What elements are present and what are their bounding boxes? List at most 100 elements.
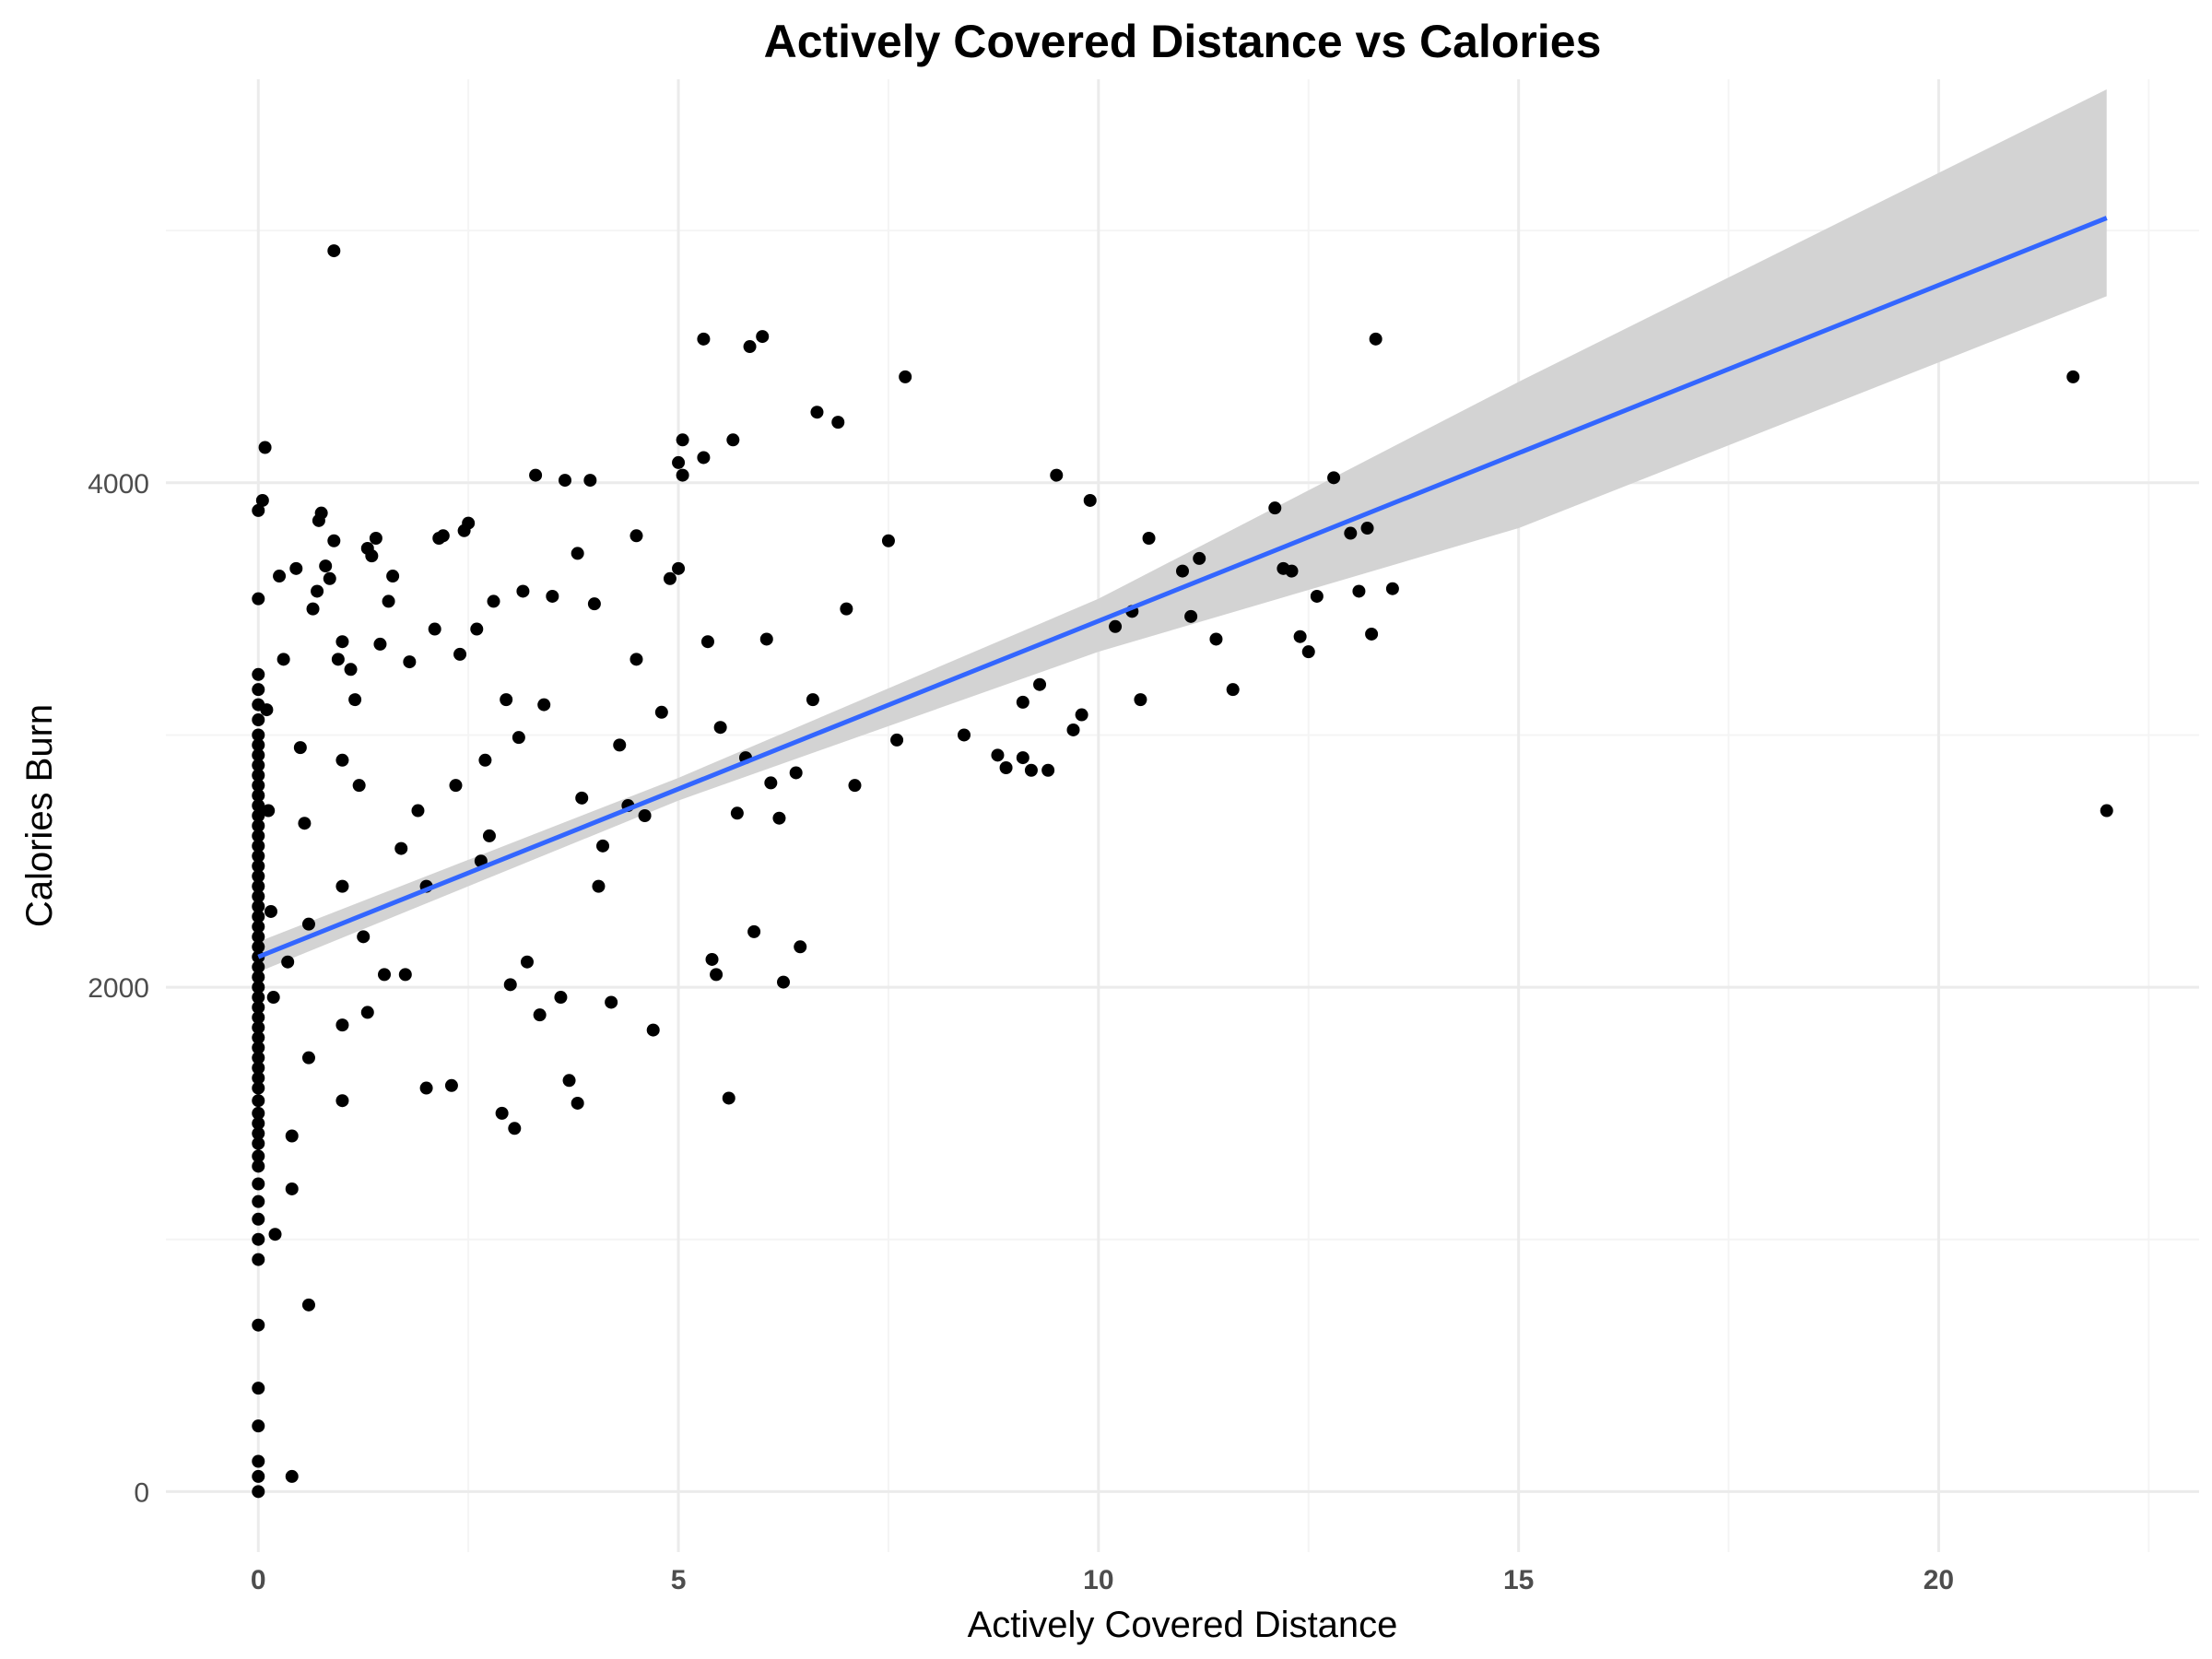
data-point [1024,763,1038,777]
data-point [273,570,287,583]
data-point [298,817,312,830]
data-point [672,455,686,469]
data-point [794,940,807,954]
data-point [436,529,450,543]
data-point [252,1106,265,1120]
data-point [306,602,320,616]
data-point [252,849,265,863]
data-point [957,728,971,742]
data-point [252,789,265,803]
data-point [1050,468,1064,482]
data-point [252,1010,265,1024]
data-point [344,663,358,677]
data-point [1176,564,1189,578]
data-point [899,370,912,383]
data-point [293,741,307,755]
data-point [252,940,265,954]
data-point [285,1469,299,1483]
data-point [482,829,496,842]
data-point [252,879,265,893]
data-point [1066,723,1080,736]
data-point [252,1061,265,1075]
data-point [252,683,265,697]
data-point [546,589,559,603]
data-point [453,647,467,661]
data-point [470,622,484,636]
data-point [252,1212,265,1226]
data-point [1184,609,1198,623]
data-point [289,561,303,575]
data-point [252,779,265,793]
data-point [500,693,513,707]
data-point [2066,370,2080,383]
data-point [252,1318,265,1332]
data-point [529,468,543,482]
data-point [537,698,551,712]
data-point [268,1228,282,1241]
data-point [252,859,265,873]
data-point [1193,551,1206,565]
data-point [252,869,265,883]
data-point [558,474,571,488]
data-point [360,1006,374,1019]
data-point [710,968,724,982]
data-point [1352,584,1366,598]
data-point [759,632,773,646]
data-point [252,1126,265,1140]
data-point [1327,471,1341,485]
data-point [747,924,761,938]
data-point [394,841,408,855]
data-point [676,433,689,447]
data-point [252,1177,265,1191]
data-point [1369,332,1382,346]
data-point [386,570,400,583]
data-point [252,1469,265,1483]
data-point [252,971,265,984]
y-tick-labels: 0 2000 4000 [88,469,149,1509]
data-point [252,1159,265,1173]
data-point [697,451,711,465]
data-point [281,955,295,969]
data-point [369,532,382,546]
data-point [255,493,269,507]
data-point [252,1020,265,1034]
data-point [1134,693,1147,707]
data-point [252,1194,265,1208]
data-point [252,1419,265,1433]
x-tick-label: 0 [251,1565,266,1595]
data-point [478,753,492,767]
data-point [252,713,265,727]
data-point [266,991,280,1005]
data-point [831,416,845,429]
data-point [252,818,265,832]
data-point [462,516,476,530]
data-point [252,1253,265,1266]
data-point [252,1485,265,1499]
data-point [252,1000,265,1014]
data-point [596,839,610,853]
data-point [1016,751,1030,765]
x-tick-label: 5 [671,1565,687,1595]
data-point [252,889,265,903]
data-point [252,667,265,681]
data-point [258,441,272,454]
data-point [331,653,345,666]
data-point [252,592,265,606]
chart-title: Actively Covered Distance vs Calories [764,16,1602,67]
data-point [252,1116,265,1130]
data-point [676,468,689,482]
data-point [419,1081,433,1095]
data-point [1226,683,1240,697]
data-point [697,332,711,346]
data-point [264,904,277,918]
data-point [1285,564,1299,578]
data-point [1360,522,1374,535]
data-point [1075,708,1088,722]
data-point [373,637,387,651]
data-point [1016,695,1030,709]
data-point [252,1149,265,1163]
data-point [1268,501,1282,515]
data-point [487,594,500,608]
data-point [1301,645,1315,659]
